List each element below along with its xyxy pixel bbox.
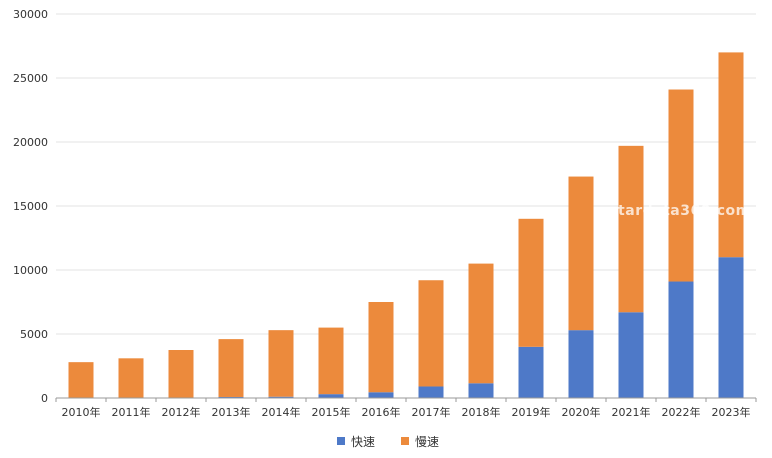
x-tick-label: 2022年 (662, 405, 701, 419)
y-tick-label: 5000 (20, 328, 48, 341)
x-tick-label: 2018年 (462, 405, 501, 419)
y-tick-label: 30000 (13, 8, 48, 21)
y-tick-label: 15000 (13, 200, 48, 213)
bar-fast-2019年 (518, 346, 544, 398)
y-tick-label: 0 (41, 392, 48, 405)
x-tick-label: 2020年 (562, 405, 601, 419)
legend-swatch (401, 437, 409, 445)
bar-slow-2012年 (168, 350, 194, 398)
legend-label: 慢速 (415, 435, 439, 449)
x-tick-label: 2012年 (162, 405, 201, 419)
legend-swatch (337, 437, 345, 445)
x-tick-label: 2023年 (712, 405, 751, 419)
bar-slow-2023年 (718, 52, 744, 258)
bar-slow-2011年 (118, 358, 144, 398)
legend-label: 快速 (351, 435, 375, 449)
bar-fast-2018年 (468, 383, 494, 398)
bar-fast-2021年 (618, 312, 644, 398)
bar-fast-2020年 (568, 330, 594, 398)
bar-slow-2015年 (318, 327, 344, 395)
bar-slow-2017年 (418, 280, 444, 387)
bar-fast-2022年 (668, 281, 694, 398)
bar-slow-2010年 (68, 362, 94, 398)
y-tick-label: 10000 (13, 264, 48, 277)
grid-lines (56, 13, 756, 335)
bars (68, 52, 744, 398)
bar-slow-2022年 (668, 89, 694, 282)
bar-fast-2023年 (718, 257, 744, 398)
bar-slow-2018年 (468, 263, 494, 384)
x-tick-label: 2014年 (262, 405, 301, 419)
bar-fast-2016年 (368, 392, 394, 398)
legend: 快速 慢速 (337, 435, 439, 449)
y-tick-label: 20000 (13, 136, 48, 149)
x-tick-label: 2019年 (512, 405, 551, 419)
bar-slow-2020年 (568, 176, 594, 331)
bar-fast-2015年 (318, 394, 344, 398)
bar-fast-2013年 (218, 396, 244, 398)
x-tick-label: 2017年 (412, 405, 451, 419)
x-tick-label: 2011年 (112, 405, 151, 419)
bar-fast-2014年 (268, 396, 294, 398)
x-tick-label: 2016年 (362, 405, 401, 419)
bar-fast-2017年 (418, 386, 444, 398)
bar-slow-2021年 (618, 145, 644, 313)
axes: 0 5000 10000 15000 20000 25000 30000 2010年 2011年… (13, 8, 757, 419)
x-tick-label: 2021年 (612, 405, 651, 419)
x-tick-label: 2013年 (212, 405, 251, 419)
bar-slow-2019年 (518, 218, 544, 347)
x-tick-label: 2010年 (62, 405, 101, 419)
bar-slow-2013年 (218, 339, 244, 397)
bar-slow-2014年 (268, 330, 294, 397)
watermark-text: stardata360.com (609, 203, 751, 219)
bar-slow-2016年 (368, 302, 394, 393)
y-tick-label: 25000 (13, 72, 48, 85)
x-tick-label: 2015年 (312, 405, 351, 419)
